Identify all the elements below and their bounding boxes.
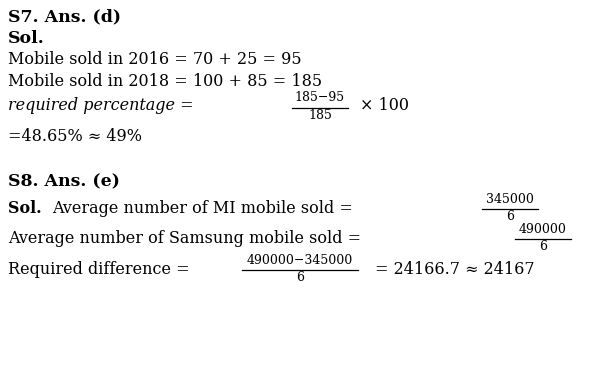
Text: S7. Ans. (d): S7. Ans. (d) (8, 8, 121, 25)
Text: = 24166.7 ≈ 24167: = 24166.7 ≈ 24167 (375, 261, 535, 278)
Text: 490000: 490000 (519, 223, 567, 236)
Text: 185: 185 (308, 109, 332, 122)
Text: 490000−345000: 490000−345000 (247, 254, 353, 267)
Text: Sol.: Sol. (8, 200, 41, 217)
Text: 345000: 345000 (486, 193, 534, 206)
Text: 185−95: 185−95 (295, 91, 345, 104)
Text: S8. Ans. (e): S8. Ans. (e) (8, 173, 120, 190)
Text: 6: 6 (296, 271, 304, 284)
Text: 6: 6 (506, 210, 514, 223)
Text: required percentage =: required percentage = (8, 97, 193, 114)
Text: Required difference =: Required difference = (8, 261, 190, 278)
Text: Average number of MI mobile sold =: Average number of MI mobile sold = (52, 200, 353, 217)
Text: × 100: × 100 (360, 97, 409, 114)
Text: Mobile sold in 2016 = 70 + 25 = 95: Mobile sold in 2016 = 70 + 25 = 95 (8, 51, 302, 68)
Text: Average number of Samsung mobile sold =: Average number of Samsung mobile sold = (8, 230, 361, 247)
Text: =48.65% ≈ 49%: =48.65% ≈ 49% (8, 128, 142, 145)
Text: Sol.: Sol. (8, 30, 45, 47)
Text: 6: 6 (539, 240, 547, 253)
Text: Mobile sold in 2018 = 100 + 85 = 185: Mobile sold in 2018 = 100 + 85 = 185 (8, 73, 322, 90)
